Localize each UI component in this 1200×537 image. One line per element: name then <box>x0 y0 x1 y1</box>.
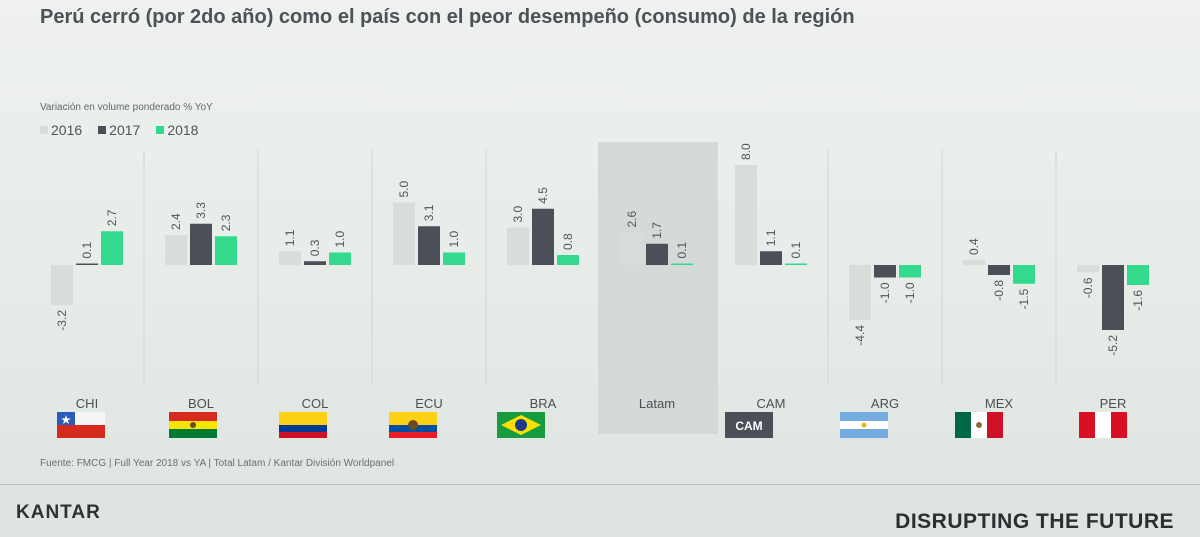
bar-bol-2018 <box>215 236 237 265</box>
bar-arg-2018 <box>899 265 921 278</box>
data-label-latam-2017: 1.7 <box>650 222 664 239</box>
argentina-flag <box>840 412 888 438</box>
kantar-logo: KANTAR <box>16 502 101 523</box>
data-label-bol-2017: 3.3 <box>194 202 208 219</box>
legend-label-2018: 2018 <box>167 122 199 138</box>
colombia-flag <box>279 412 327 438</box>
bar-per-2017 <box>1102 265 1124 330</box>
bar-per-2016 <box>1077 265 1099 273</box>
bar-chi-2018 <box>101 231 123 265</box>
data-label-bol-2018: 2.3 <box>219 214 233 231</box>
legend-swatch-2017 <box>98 126 107 134</box>
bar-col-2017 <box>304 261 326 265</box>
data-label-chi-2017: 0.1 <box>80 241 94 258</box>
legend-label-2017: 2017 <box>109 122 141 138</box>
category-label-bra: BRA <box>530 396 557 411</box>
bar-arg-2017 <box>874 265 896 278</box>
bar-ecu-2016 <box>393 202 415 265</box>
data-label-arg-2018: -1.0 <box>903 282 917 303</box>
bar-col-2018 <box>329 252 351 265</box>
data-label-arg-2017: -1.0 <box>878 282 892 303</box>
bar-chi-2016 <box>51 265 73 305</box>
category-label-per: PER <box>1100 396 1127 411</box>
bar-cam-2017 <box>760 251 782 265</box>
category-label-latam: Latam <box>639 396 675 411</box>
data-label-per-2018: -1.6 <box>1131 290 1145 311</box>
data-label-bra-2016: 3.0 <box>511 205 525 222</box>
chart-legend: 2016 2017 2018 <box>40 122 198 138</box>
data-label-col-2017: 0.3 <box>308 239 322 256</box>
data-label-mex-2016: 0.4 <box>967 238 981 255</box>
category-label-ecu: ECU <box>415 396 442 411</box>
bar-bol-2017 <box>190 223 212 265</box>
bar-bra-2017 <box>532 208 554 265</box>
data-label-chi-2016: -3.2 <box>55 310 69 331</box>
cam-badge-label: CAM <box>735 419 762 433</box>
data-label-bol-2016: 2.4 <box>169 213 183 230</box>
category-label-col: COL <box>302 396 329 411</box>
data-label-ecu-2016: 5.0 <box>397 180 411 197</box>
data-label-cam-2016: 8.0 <box>739 143 753 160</box>
category-label-cam: CAM <box>757 396 786 411</box>
legend-item-2018: 2018 <box>156 122 198 138</box>
data-label-mex-2018: -1.5 <box>1017 288 1031 309</box>
bar-mex-2018 <box>1013 265 1035 284</box>
highlight-panel <box>598 142 718 434</box>
data-label-bra-2017: 4.5 <box>536 187 550 204</box>
category-label-arg: ARG <box>871 396 899 411</box>
bar-chi-2017 <box>76 263 98 265</box>
bar-ecu-2018 <box>443 252 465 265</box>
bar-col-2016 <box>279 251 301 265</box>
page-title: Perú cerró (por 2do año) como el país co… <box>40 6 855 28</box>
data-label-per-2017: -5.2 <box>1106 335 1120 356</box>
bar-per-2018 <box>1127 265 1149 285</box>
category-label-chi: CHI <box>76 396 98 411</box>
footer-divider <box>0 484 1200 485</box>
legend-swatch-2018 <box>156 126 165 134</box>
tagline: DISRUPTING THE FUTURE <box>895 510 1174 533</box>
bar-latam-2018 <box>671 263 693 265</box>
bar-bra-2016 <box>507 227 529 265</box>
legend-swatch-2016 <box>40 126 48 134</box>
bar-latam-2017 <box>646 243 668 265</box>
bar-mex-2016 <box>963 260 985 265</box>
data-label-col-2016: 1.1 <box>283 229 297 246</box>
chile-flag <box>57 412 105 438</box>
data-label-ecu-2017: 3.1 <box>422 204 436 221</box>
data-label-arg-2016: -4.4 <box>853 325 867 346</box>
legend-label-2016: 2016 <box>51 122 83 138</box>
peru-flag <box>1079 412 1127 438</box>
bar-arg-2016 <box>849 265 871 320</box>
data-label-ecu-2018: 1.0 <box>447 230 461 247</box>
mexico-flag <box>955 412 1003 438</box>
category-label-bol: BOL <box>188 396 214 411</box>
legend-item-2016: 2016 <box>40 122 82 138</box>
data-label-per-2016: -0.6 <box>1081 277 1095 298</box>
bar-cam-2016 <box>735 165 757 265</box>
cam-badge: CAM <box>725 412 773 438</box>
bolivia-flag <box>169 412 217 438</box>
bar-bra-2018 <box>557 255 579 265</box>
bar-cam-2018 <box>785 263 807 265</box>
bar-latam-2016 <box>621 232 643 265</box>
data-label-latam-2016: 2.6 <box>625 210 639 227</box>
ecuador-flag <box>389 412 437 438</box>
data-label-cam-2018: 0.1 <box>789 241 803 258</box>
category-label-mex: MEX <box>985 396 1014 411</box>
data-label-bra-2018: 0.8 <box>561 233 575 250</box>
bar-mex-2017 <box>988 265 1010 275</box>
bar-bol-2016 <box>165 235 187 265</box>
data-label-mex-2017: -0.8 <box>992 280 1006 301</box>
data-label-latam-2018: 0.1 <box>675 241 689 258</box>
brazil-flag <box>497 412 545 438</box>
bar-ecu-2017 <box>418 226 440 265</box>
data-label-cam-2017: 1.1 <box>764 229 778 246</box>
source-note: Fuente: FMCG | Full Year 2018 vs YA | To… <box>40 458 395 469</box>
legend-item-2017: 2017 <box>98 122 140 138</box>
data-label-col-2018: 1.0 <box>333 230 347 247</box>
chart-subtitle: Variación en volume ponderado % YoY <box>40 102 213 113</box>
data-label-chi-2018: 2.7 <box>105 209 119 226</box>
